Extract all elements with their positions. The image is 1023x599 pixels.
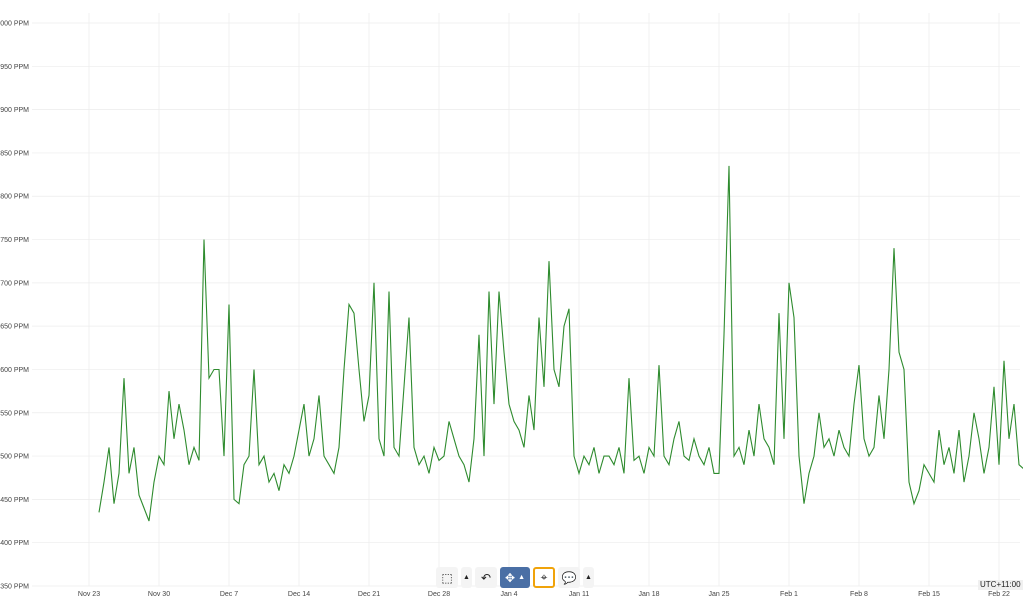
box-zoom-menu-button[interactable]: ▲ (461, 567, 472, 588)
x-tick-label: Feb 15 (918, 591, 940, 598)
undo-icon: ↶ (480, 570, 492, 585)
hover-button[interactable]: 💬 (558, 567, 580, 588)
hover-menu-button[interactable]: ▲ (583, 567, 594, 588)
x-tick-label: Dec 21 (358, 591, 380, 598)
x-tick-label: Feb 1 (780, 591, 798, 598)
y-tick-label: 950 PPM (0, 64, 29, 71)
x-tick-label: Dec 7 (220, 591, 238, 598)
y-tick-label: 350 PPM (0, 584, 29, 591)
toolbar: ⬚ ▲ ↶ ✥ ▲ ⌖ 💬 ▲ (436, 567, 594, 588)
y-tick-label: 900 PPM (0, 107, 29, 114)
x-tick-label: Jan 4 (500, 591, 517, 598)
caret-up-icon: ▲ (585, 574, 592, 581)
x-tick-label: Nov 30 (148, 591, 170, 598)
hover-icon: 💬 (561, 570, 577, 585)
timezone-label: UTC+11:00 (978, 580, 1023, 590)
y-tick-label: 750 PPM (0, 237, 29, 244)
y-tick-label: 700 PPM (0, 280, 29, 287)
y-tick-label: 650 PPM (0, 324, 29, 331)
x-tick-label: Jan 25 (708, 591, 729, 598)
y-tick-label: 1000 PPM (0, 21, 29, 28)
x-tick-label: Dec 14 (288, 591, 310, 598)
y-tick-label: 850 PPM (0, 150, 29, 157)
y-tick-label: 800 PPM (0, 194, 29, 201)
y-tick-label: 400 PPM (0, 540, 29, 547)
x-axis: Nov 23 Nov 30 Dec 7 Dec 14 Dec 21 Dec 28 Jan 4… (78, 591, 1010, 598)
crosshair-icon: ⌖ (540, 570, 548, 584)
x-tick-label: Nov 23 (78, 591, 100, 598)
y-tick-label: 600 PPM (0, 367, 29, 374)
y-tick-label: 550 PPM (0, 410, 29, 417)
x-tick-label: Feb 8 (850, 591, 868, 598)
pan-button[interactable]: ✥ ▲ (500, 567, 530, 588)
y-tick-label: 500 PPM (0, 454, 29, 461)
y-axis: 350 PPM 400 PPM 450 PPM 500 PPM 550 PPM 600 P… (0, 21, 29, 591)
x-tick-label: Jan 11 (569, 591, 590, 598)
x-tick-label: Jan 18 (638, 591, 659, 598)
y-tick-label: 450 PPM (0, 497, 29, 504)
box-zoom-button[interactable]: ⬚ (436, 567, 458, 588)
x-tick-label: Feb 22 (988, 591, 1010, 598)
pan-icon: ✥ (505, 570, 516, 585)
crosshair-button[interactable]: ⌖ (533, 567, 555, 588)
caret-up-icon: ▲ (463, 574, 470, 581)
caret-up-icon: ▲ (518, 574, 525, 581)
undo-button[interactable]: ↶ (475, 567, 497, 588)
series-line (98, 165, 1023, 522)
x-tick-label: Dec 28 (428, 591, 450, 598)
box-zoom-icon: ⬚ (441, 570, 453, 585)
grid (32, 13, 1020, 587)
